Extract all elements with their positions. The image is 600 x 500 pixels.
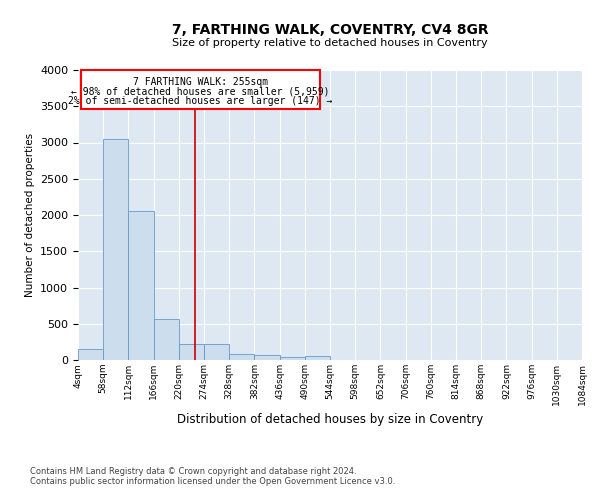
Text: Contains HM Land Registry data © Crown copyright and database right 2024.: Contains HM Land Registry data © Crown c… <box>30 467 356 476</box>
Text: 7, FARTHING WALK, COVENTRY, CV4 8GR: 7, FARTHING WALK, COVENTRY, CV4 8GR <box>172 22 488 36</box>
Text: Contains public sector information licensed under the Open Government Licence v3: Contains public sector information licen… <box>30 477 395 486</box>
Bar <box>280 357 305 360</box>
Bar <box>229 354 254 360</box>
Bar <box>78 349 103 360</box>
Bar <box>154 319 179 360</box>
Bar <box>204 344 229 360</box>
Bar <box>128 210 154 360</box>
Bar <box>305 356 330 360</box>
Bar <box>103 139 128 360</box>
Text: 2% of semi-detached houses are larger (147) →: 2% of semi-detached houses are larger (1… <box>68 96 332 106</box>
FancyBboxPatch shape <box>80 70 320 109</box>
Y-axis label: Number of detached properties: Number of detached properties <box>25 133 35 297</box>
Bar <box>254 356 280 360</box>
X-axis label: Distribution of detached houses by size in Coventry: Distribution of detached houses by size … <box>177 413 483 426</box>
Text: Size of property relative to detached houses in Coventry: Size of property relative to detached ho… <box>172 38 488 48</box>
Text: ← 98% of detached houses are smaller (5,959): ← 98% of detached houses are smaller (5,… <box>71 87 329 97</box>
Bar <box>179 344 204 360</box>
Text: 7 FARTHING WALK: 255sqm: 7 FARTHING WALK: 255sqm <box>133 77 268 87</box>
